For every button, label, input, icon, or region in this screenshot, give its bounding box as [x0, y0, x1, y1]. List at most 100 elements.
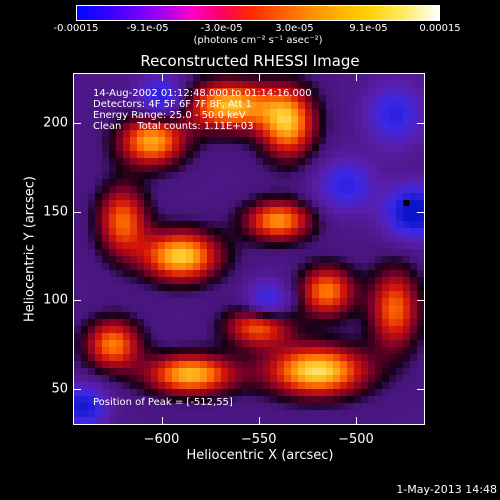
heatmap-cell	[389, 417, 397, 424]
heatmap-cell	[144, 123, 152, 131]
heatmap-cell	[298, 123, 306, 131]
heatmap-cell	[340, 144, 348, 152]
heatmap-cell	[88, 298, 96, 306]
colorbar-tick-label: -3.0e-05	[200, 23, 243, 34]
heatmap-cell	[123, 291, 131, 299]
heatmap-cell	[326, 347, 334, 355]
heatmap-cell	[389, 137, 397, 145]
heatmap-cell	[284, 186, 292, 194]
heatmap-cell	[396, 88, 404, 96]
heatmap-cell	[333, 102, 341, 110]
heatmap-cell	[81, 382, 89, 390]
heatmap-cell	[354, 389, 362, 397]
heatmap-cell	[228, 130, 236, 138]
heatmap-cell	[165, 291, 173, 299]
heatmap-cell	[74, 116, 82, 124]
heatmap-cell	[179, 354, 187, 362]
heatmap-cell	[333, 382, 341, 390]
heatmap-cell	[396, 417, 404, 424]
heatmap-cell	[144, 151, 152, 159]
heatmap-cell	[340, 319, 348, 327]
heatmap-cell	[165, 410, 173, 418]
heatmap-cell	[214, 410, 222, 418]
heatmap-cell	[151, 235, 159, 243]
heatmap-cell	[158, 368, 166, 376]
heatmap-cell	[312, 102, 320, 110]
heatmap-cell	[368, 410, 376, 418]
heatmap-cell	[116, 179, 124, 187]
heatmap-cell	[347, 319, 355, 327]
heatmap-cell	[277, 284, 285, 292]
heatmap-cell	[200, 88, 208, 96]
heatmap-cell	[382, 88, 390, 96]
heatmap-cell	[277, 410, 285, 418]
heatmap-cell	[193, 291, 201, 299]
heatmap-cell	[263, 417, 271, 424]
heatmap-cell	[221, 116, 229, 124]
heatmap-cell	[221, 410, 229, 418]
heatmap-cell	[305, 382, 313, 390]
heatmap-cell	[249, 305, 257, 313]
heatmap-cell	[298, 375, 306, 383]
heatmap-cell	[305, 354, 313, 362]
heatmap-cell	[305, 179, 313, 187]
heatmap-cell	[382, 186, 390, 194]
heatmap-cell	[109, 102, 117, 110]
heatmap-cell	[116, 305, 124, 313]
heatmap-cell	[74, 186, 82, 194]
heatmap-cell	[235, 305, 243, 313]
heatmap-cell	[347, 116, 355, 124]
heatmap-cell	[256, 368, 264, 376]
heatmap-cell	[228, 340, 236, 348]
heatmap-cell	[102, 137, 110, 145]
heatmap-cell	[165, 368, 173, 376]
heatmap-cell	[186, 151, 194, 159]
heatmap-cell	[158, 305, 166, 313]
heatmap-cell	[326, 375, 334, 383]
heatmap-cell	[130, 137, 138, 145]
heatmap-cell	[333, 179, 341, 187]
heatmap-cell	[263, 333, 271, 341]
heatmap-cell	[333, 263, 341, 271]
heatmap-cell	[284, 326, 292, 334]
heatmap-cell	[347, 235, 355, 243]
heatmap-cell	[347, 193, 355, 201]
heatmap-cell	[200, 347, 208, 355]
heatmap-cell	[207, 389, 215, 397]
heatmap-cell	[333, 270, 341, 278]
heatmap-cell	[403, 403, 411, 411]
heatmap-cell	[277, 312, 285, 320]
heatmap-cell	[242, 270, 250, 278]
heatmap-cell	[403, 291, 411, 299]
heatmap-cell	[403, 347, 411, 355]
heatmap-cell	[417, 235, 424, 243]
heatmap-cell	[256, 396, 264, 404]
heatmap-cell	[256, 354, 264, 362]
heatmap-cell	[151, 284, 159, 292]
heatmap-cell	[144, 333, 152, 341]
heatmap-cell	[221, 228, 229, 236]
heatmap-cell	[172, 130, 180, 138]
heatmap-cell	[137, 165, 145, 173]
heatmap-cell	[158, 249, 166, 257]
heatmap-cell	[361, 102, 369, 110]
heatmap-cell	[235, 270, 243, 278]
heatmap-cell	[298, 179, 306, 187]
heatmap-cell	[263, 228, 271, 236]
heatmap-cell	[375, 151, 383, 159]
heatmap-cell	[256, 326, 264, 334]
heatmap-cell	[410, 109, 418, 117]
heatmap-cell	[242, 382, 250, 390]
heatmap-cell	[291, 368, 299, 376]
heatmap-cell	[207, 158, 215, 166]
heatmap-cell	[74, 137, 82, 145]
heatmap-cell	[235, 130, 243, 138]
heatmap-cell	[361, 88, 369, 96]
heatmap-cell	[277, 340, 285, 348]
heatmap-cell	[256, 151, 264, 159]
heatmap-cell	[221, 263, 229, 271]
heatmap-cell	[417, 200, 424, 208]
heatmap-cell	[137, 263, 145, 271]
heatmap-cell	[221, 242, 229, 250]
heatmap-cell	[354, 326, 362, 334]
